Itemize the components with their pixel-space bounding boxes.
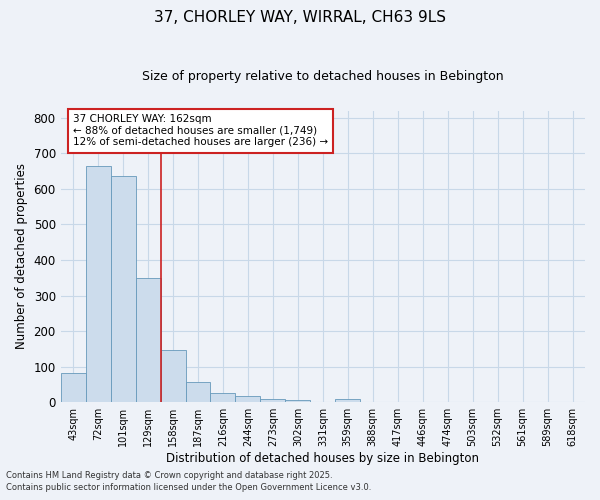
Bar bbox=[136, 278, 161, 402]
Bar bbox=[286, 400, 310, 402]
Text: 37, CHORLEY WAY, WIRRAL, CH63 9LS: 37, CHORLEY WAY, WIRRAL, CH63 9LS bbox=[154, 10, 446, 25]
Text: Contains HM Land Registry data © Crown copyright and database right 2025.
Contai: Contains HM Land Registry data © Crown c… bbox=[6, 471, 371, 492]
Bar bbox=[185, 382, 211, 402]
Bar bbox=[211, 392, 235, 402]
Bar bbox=[335, 400, 360, 402]
Title: Size of property relative to detached houses in Bebington: Size of property relative to detached ho… bbox=[142, 70, 503, 83]
Text: 37 CHORLEY WAY: 162sqm
← 88% of detached houses are smaller (1,749)
12% of semi-: 37 CHORLEY WAY: 162sqm ← 88% of detached… bbox=[73, 114, 328, 148]
Bar bbox=[86, 166, 110, 402]
Bar bbox=[161, 350, 185, 402]
X-axis label: Distribution of detached houses by size in Bebington: Distribution of detached houses by size … bbox=[166, 452, 479, 465]
Bar bbox=[110, 176, 136, 402]
Bar bbox=[260, 398, 286, 402]
Bar bbox=[235, 396, 260, 402]
Y-axis label: Number of detached properties: Number of detached properties bbox=[15, 164, 28, 350]
Bar bbox=[61, 373, 86, 402]
